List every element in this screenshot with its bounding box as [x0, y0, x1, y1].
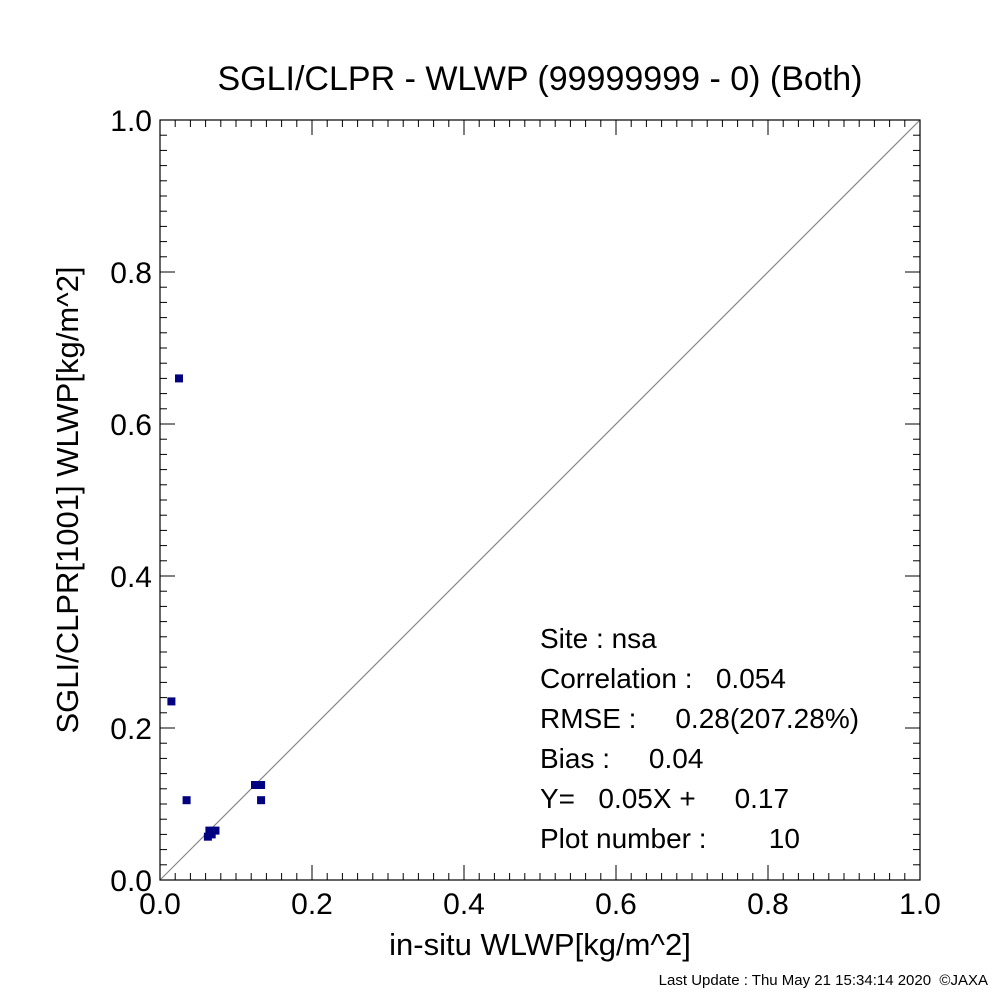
y-tick-label: 0.0	[110, 865, 152, 898]
x-tick-label: 0.8	[747, 888, 789, 921]
x-tick-label: 0.4	[443, 888, 485, 921]
data-point	[257, 796, 266, 805]
one-to-one-line	[159, 119, 921, 881]
data-point	[175, 374, 183, 383]
x-tick-label: 1.0	[899, 888, 941, 921]
y-tick-label: 0.2	[110, 713, 152, 746]
stats-correlation: Correlation : 0.054	[540, 663, 786, 694]
x-axis-label: in-situ WLWP[kg/m^2]	[389, 927, 691, 962]
y-tick-label: 1.0	[110, 105, 152, 138]
x-tick-label: 0.6	[595, 888, 637, 921]
plot-area: 0.0 0.2 0.4 0.6 0.8 1.0 0.0 0.2 0.4 0.6 0.8 1.0	[110, 105, 941, 921]
stats-rmse: RMSE : 0.28(207.28%)	[540, 703, 859, 734]
x-tick-label: 0.0	[139, 888, 181, 921]
y-tick-label: 0.4	[110, 561, 152, 594]
y-axis-label: SGLI/CLPR[1001] WLWP[kg/m^2]	[50, 266, 85, 733]
data-point	[257, 781, 266, 789]
stats-box: Site : nsa Correlation : 0.054 RMSE : 0.…	[540, 623, 859, 854]
data-point	[207, 830, 216, 839]
y-tick-label: 0.8	[110, 257, 152, 290]
data-point	[182, 796, 191, 805]
data-point	[251, 781, 259, 789]
data-point	[167, 697, 176, 706]
footer-last-update: Last Update : Thu May 21 15:34:14 2020 ©…	[659, 972, 988, 989]
stats-regression: Y= 0.05X + 0.17	[540, 783, 789, 814]
stats-site: Site : nsa	[540, 623, 657, 654]
x-tick-label: 0.2	[291, 888, 333, 921]
chart-title: SGLI/CLPR - WLWP (99999999 - 0) (Both)	[218, 60, 863, 98]
y-tick-label: 0.6	[110, 409, 152, 442]
stats-plot-number: Plot number : 10	[540, 823, 800, 854]
stats-bias: Bias : 0.04	[540, 743, 703, 774]
